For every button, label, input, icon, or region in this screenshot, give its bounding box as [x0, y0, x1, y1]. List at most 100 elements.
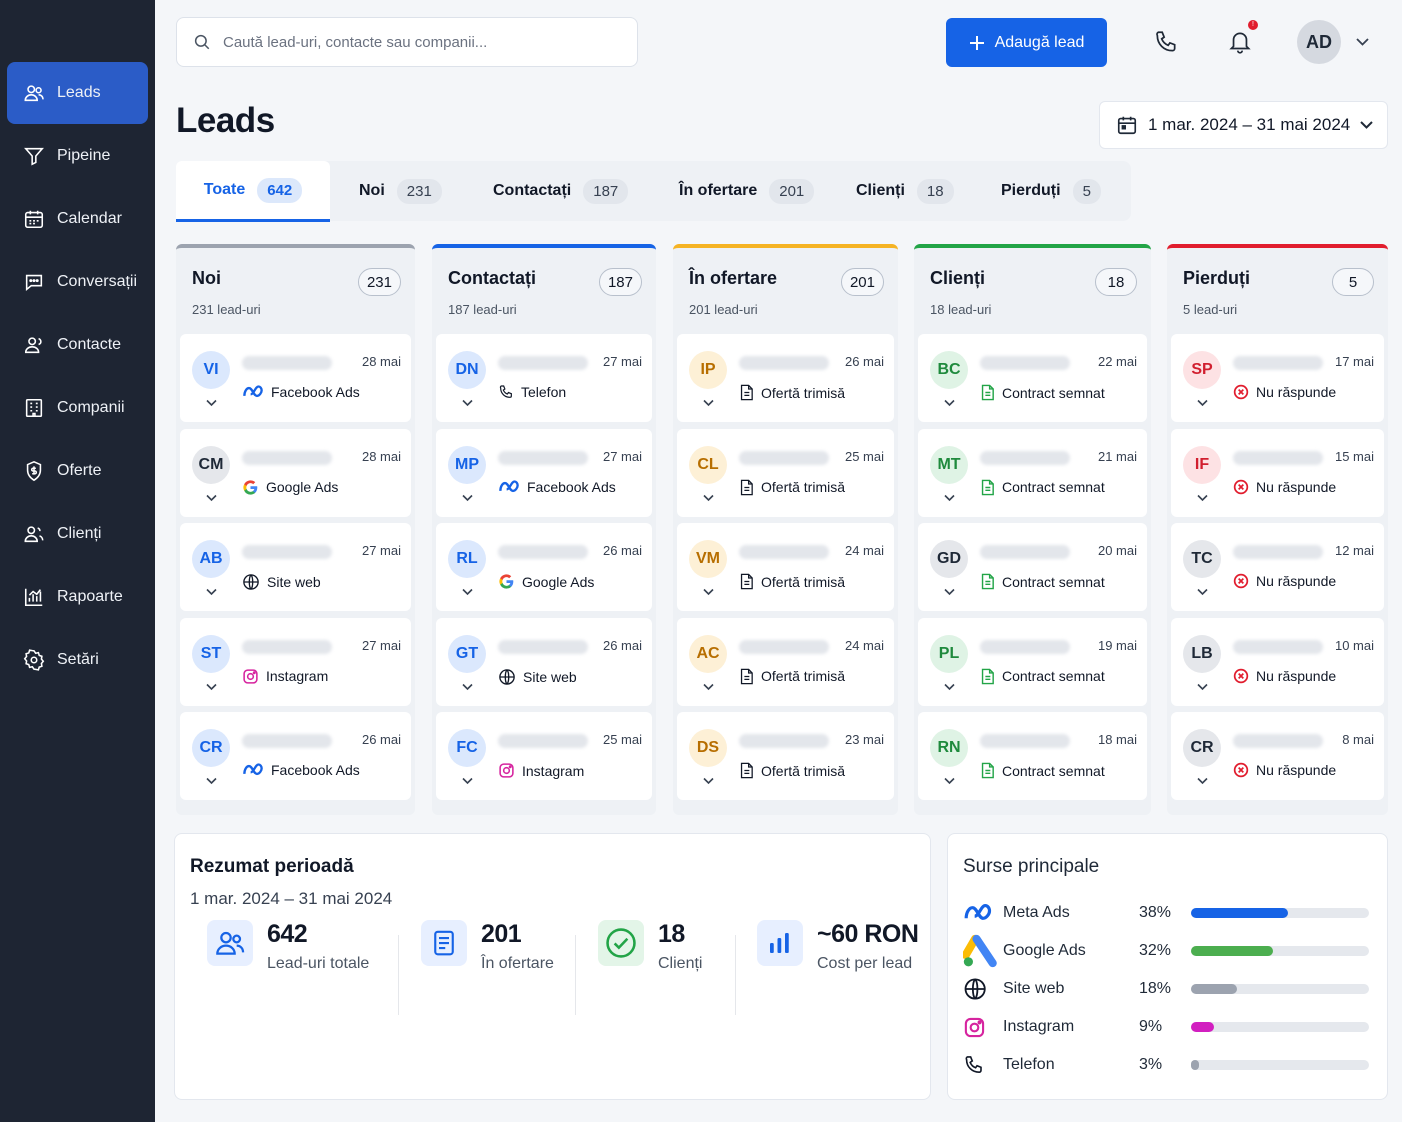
- lead-card[interactable]: IP 26 mai Ofertă trimisă: [677, 334, 894, 422]
- instagram-icon: [963, 1016, 986, 1039]
- source-percent: 38%: [1139, 904, 1172, 921]
- search-input[interactable]: Caută lead-uri, contacte sau companii...: [176, 17, 638, 67]
- sidebar-item-settings[interactable]: Setări: [7, 629, 148, 691]
- lead-card[interactable]: AC 24 mai Ofertă trimisă: [677, 617, 894, 706]
- chevron-down-icon[interactable]: [1197, 588, 1208, 596]
- chevron-down-icon[interactable]: [1356, 37, 1369, 47]
- chevron-down-icon[interactable]: [703, 399, 714, 407]
- chevron-down-icon[interactable]: [703, 588, 714, 596]
- lead-source-label: Ofertă trimisă: [761, 479, 846, 495]
- sidebar-item-contacts[interactable]: Contacte: [7, 314, 148, 376]
- lead-card[interactable]: CR 26 mai Facebook Ads: [180, 712, 411, 800]
- chevron-down-icon[interactable]: [206, 588, 217, 596]
- google-icon: [242, 479, 259, 496]
- lead-card[interactable]: GD 20 mai Contract semnat: [918, 523, 1147, 611]
- bell-icon[interactable]: [1227, 28, 1253, 56]
- chevron-down-icon[interactable]: [703, 494, 714, 502]
- chevron-down-icon[interactable]: [1197, 494, 1208, 502]
- sidebar-item-clients[interactable]: Clienți: [7, 503, 148, 565]
- chevron-down-icon[interactable]: [462, 588, 473, 596]
- sidebar-item-label: Clienți: [57, 525, 102, 542]
- lead-card[interactable]: FC 25 mai Instagram: [436, 712, 652, 800]
- chevron-down-icon[interactable]: [944, 399, 955, 407]
- lead-card[interactable]: ST 27 mai Instagram: [180, 617, 411, 706]
- lead-card[interactable]: DS 23 mai Ofertă trimisă: [677, 712, 894, 800]
- tab-all[interactable]: Toate 642: [176, 161, 330, 222]
- chevron-down-icon[interactable]: [944, 683, 955, 691]
- sidebar-item-label: Oferte: [57, 462, 102, 479]
- globe-icon: [242, 573, 260, 591]
- lead-card[interactable]: LB 10 mai Nu răspunde: [1171, 617, 1384, 706]
- lead-source-label: Nu răspunde: [1256, 478, 1337, 495]
- lead-source-label: Telefon: [521, 384, 567, 400]
- tab-lost[interactable]: Pierduți 5: [1001, 161, 1101, 221]
- chevron-down-icon[interactable]: [1197, 683, 1208, 691]
- column-title: Pierduți: [1183, 268, 1251, 288]
- chevron-down-icon[interactable]: [944, 494, 955, 502]
- sidebar-item-calendar[interactable]: Calendar: [7, 188, 148, 250]
- lead-card[interactable]: IF 15 mai Nu răspunde: [1171, 428, 1384, 517]
- lead-date: 8 mai: [1342, 732, 1374, 747]
- chevron-down-icon[interactable]: [206, 777, 217, 785]
- tab-clients[interactable]: Clienți 18: [856, 161, 954, 221]
- close-circle-icon: [1233, 668, 1249, 684]
- lead-source: Facebook Ads: [242, 762, 360, 778]
- chevron-down-icon[interactable]: [703, 777, 714, 785]
- chevron-down-icon[interactable]: [462, 399, 473, 407]
- lead-card[interactable]: TC 12 mai Nu răspunde: [1171, 523, 1384, 611]
- chevron-down-icon[interactable]: [206, 683, 217, 691]
- lead-card[interactable]: DN 27 mai Telefon: [436, 334, 652, 422]
- lead-card[interactable]: AB 27 mai Site web: [180, 523, 411, 611]
- tab-new[interactable]: Noi 231: [359, 161, 442, 221]
- lead-card[interactable]: VM 24 mai Ofertă trimisă: [677, 523, 894, 611]
- lead-card[interactable]: CR 8 mai Nu răspunde: [1171, 712, 1384, 800]
- source-percent: 32%: [1139, 942, 1172, 959]
- date-range-picker[interactable]: 1 mar. 2024 – 31 mai 2024: [1099, 101, 1388, 149]
- lead-card[interactable]: CL 25 mai Ofertă trimisă: [677, 428, 894, 517]
- lead-card[interactable]: MP 27 mai Facebook Ads: [436, 428, 652, 517]
- sidebar-item-leads[interactable]: Leads: [7, 62, 148, 124]
- phone-icon[interactable]: [1153, 29, 1179, 55]
- chevron-down-icon[interactable]: [703, 683, 714, 691]
- sidebar-item-reports[interactable]: Rapoarte: [7, 566, 148, 628]
- avatar: GD: [930, 540, 968, 578]
- lead-card[interactable]: VI 28 mai Facebook Ads: [180, 334, 411, 422]
- source-row: Site web 18%: [963, 975, 1373, 1003]
- chevron-down-icon[interactable]: [1197, 777, 1208, 785]
- check-circle-icon: [598, 920, 644, 966]
- lead-card[interactable]: SP 17 mai Nu răspunde: [1171, 334, 1384, 422]
- chevron-down-icon[interactable]: [462, 683, 473, 691]
- lead-card[interactable]: RL 26 mai Google Ads: [436, 523, 652, 611]
- lead-source: Nu răspunde: [1233, 479, 1336, 495]
- tab-offering[interactable]: În ofertare 201: [679, 161, 815, 221]
- lead-card[interactable]: MT 21 mai Contract semnat: [918, 428, 1147, 517]
- blurred-name: [980, 450, 1070, 465]
- chevron-down-icon[interactable]: [462, 777, 473, 785]
- lead-card[interactable]: BC 22 mai Contract semnat: [918, 334, 1147, 422]
- lead-card[interactable]: PL 19 mai Contract semnat: [918, 617, 1147, 706]
- chevron-down-icon[interactable]: [206, 399, 217, 407]
- add-lead-button[interactable]: Adaugă lead: [946, 18, 1107, 67]
- chevron-down-icon[interactable]: [944, 777, 955, 785]
- lead-card[interactable]: CM 28 mai Google Ads: [180, 428, 411, 517]
- sidebar-item-conversations[interactable]: Conversații: [7, 251, 148, 313]
- lead-card[interactable]: GT 26 mai Site web: [436, 617, 652, 706]
- lead-card[interactable]: RN 18 mai Contract semnat: [918, 712, 1147, 800]
- chevron-down-icon[interactable]: [206, 494, 217, 502]
- tab-count: 5: [1072, 178, 1101, 204]
- sidebar-item-pipeline[interactable]: Pipeine: [7, 125, 148, 187]
- avatar[interactable]: AD: [1297, 20, 1341, 64]
- sidebar-item-companies[interactable]: Companii: [7, 377, 148, 439]
- chevron-down-icon[interactable]: [1197, 399, 1208, 407]
- tab-contacted[interactable]: Contactați 187: [493, 161, 629, 221]
- lead-source: Telefon: [498, 384, 566, 400]
- avatar: RL: [448, 540, 486, 578]
- chevron-down-icon[interactable]: [462, 494, 473, 502]
- lead-date: 25 mai: [602, 732, 642, 747]
- sidebar-item-offers[interactable]: Oferte: [7, 440, 148, 502]
- contract-icon: [980, 762, 995, 779]
- tab-label: Clienți: [856, 182, 905, 199]
- source-progress-fill: [1191, 1022, 1214, 1032]
- chevron-down-icon[interactable]: [944, 588, 955, 596]
- blurred-name: [980, 356, 1070, 370]
